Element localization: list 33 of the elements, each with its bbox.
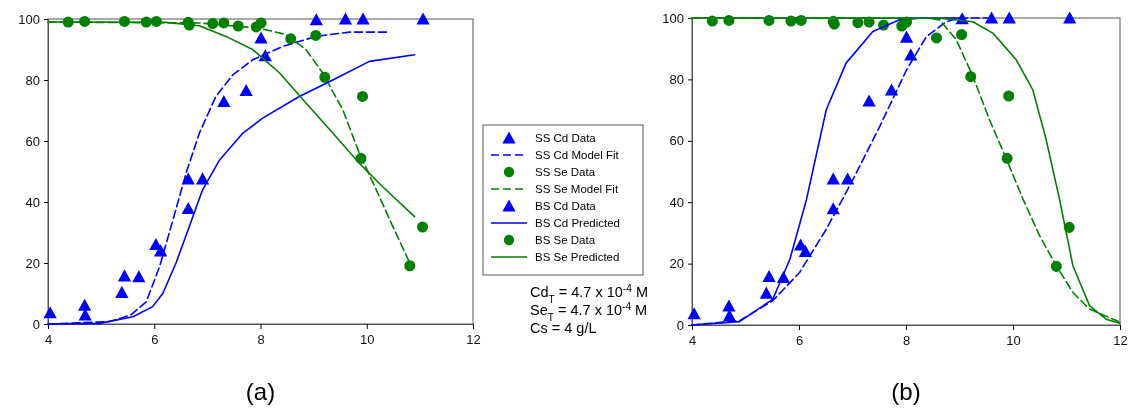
legend-label: BS Se Predicted <box>535 251 620 263</box>
legend-label: SS Se Model Fit <box>535 183 619 195</box>
y-tick-label: 80 <box>669 72 684 88</box>
y-tick-label: 100 <box>662 10 684 26</box>
legend-label: SS Cd Model Fit <box>535 149 620 161</box>
x-tick-label: 6 <box>151 332 159 348</box>
y-tick-label: 40 <box>669 194 684 210</box>
x-tick-label: 4 <box>688 333 697 349</box>
y-tick-label: 0 <box>676 317 684 333</box>
x-tick-label: 10 <box>1006 333 1021 349</box>
legend-label: SS Se Data <box>535 166 596 178</box>
y-tick-label: 60 <box>669 133 684 149</box>
x-axis-title: (a) <box>245 378 276 405</box>
text: Cs = 4 g/L <box>530 320 597 336</box>
y-tick-label: 60 <box>25 133 40 149</box>
legend-label: SS Cd Data <box>535 132 597 144</box>
legend-label: BS Cd Predicted <box>535 217 621 229</box>
x-tick-label: 10 <box>360 332 375 348</box>
x-tick-label: 8 <box>257 332 265 348</box>
x-tick-label: 8 <box>902 333 911 349</box>
y-tick-label: 100 <box>18 11 40 27</box>
legend-label: BS Cd Data <box>535 200 597 212</box>
x-tick-label: 12 <box>1113 333 1128 349</box>
x-axis-title: (b) <box>891 378 921 405</box>
x-tick-label: 6 <box>795 333 804 349</box>
x-tick-label: 12 <box>466 332 481 348</box>
y-tick-label: 0 <box>32 316 40 332</box>
y-tick-label: 40 <box>25 194 40 210</box>
y-tick-label: 80 <box>25 72 40 88</box>
y-tick-label: 20 <box>25 255 40 271</box>
legend-label: BS Se Data <box>535 234 596 246</box>
y-tick-label: 20 <box>669 256 684 272</box>
x-tick-label: 4 <box>44 332 53 348</box>
